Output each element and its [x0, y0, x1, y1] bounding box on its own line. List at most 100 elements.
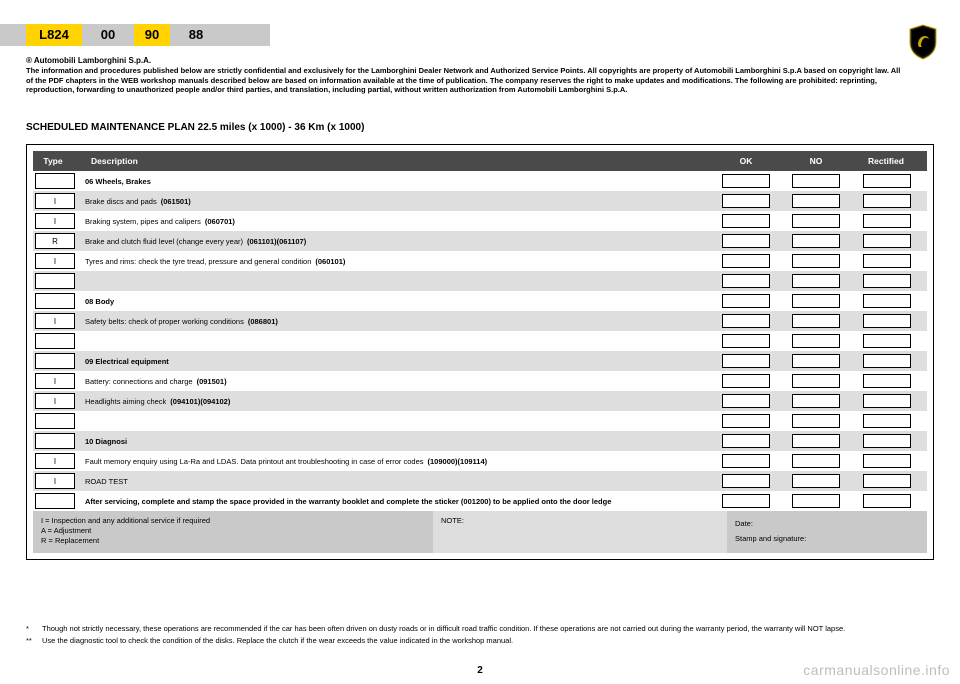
no-cell — [781, 451, 851, 471]
checkbox[interactable] — [863, 474, 911, 488]
checkbox[interactable] — [722, 174, 770, 188]
checkbox[interactable] — [792, 214, 840, 228]
checkbox[interactable] — [792, 234, 840, 248]
desc-cell — [75, 271, 711, 291]
header-rect: Rectified — [851, 156, 927, 166]
checkbox[interactable] — [792, 354, 840, 368]
checkbox[interactable] — [863, 394, 911, 408]
desc-cell — [75, 331, 711, 351]
ok-cell — [711, 291, 781, 311]
checkbox[interactable] — [863, 194, 911, 208]
lamborghini-logo-icon — [908, 24, 938, 60]
checkbox[interactable] — [792, 194, 840, 208]
rectified-cell — [851, 331, 927, 351]
table-row: IBrake discs and pads(061501) — [33, 191, 927, 211]
desc-cell: Safety belts: check of proper working co… — [75, 311, 711, 331]
table-row: IBraking system, pipes and calipers(0607… — [33, 211, 927, 231]
checkbox[interactable] — [863, 334, 911, 348]
checkbox[interactable] — [863, 414, 911, 428]
disclaimer-body: The information and procedures published… — [26, 66, 906, 95]
desc-cell: Brake discs and pads(061501) — [75, 191, 711, 211]
checkbox[interactable] — [863, 234, 911, 248]
checkbox[interactable] — [792, 314, 840, 328]
checkbox[interactable] — [722, 294, 770, 308]
type-cell — [35, 353, 75, 369]
table-body: 06 Wheels, BrakesIBrake discs and pads(0… — [33, 171, 927, 511]
date-box: Date: Stamp and signature: — [727, 511, 927, 553]
type-cell — [35, 333, 75, 349]
checkbox[interactable] — [792, 494, 840, 508]
checkbox[interactable] — [722, 314, 770, 328]
checkbox[interactable] — [792, 454, 840, 468]
checkbox[interactable] — [863, 254, 911, 268]
checkbox[interactable] — [722, 274, 770, 288]
ok-cell — [711, 311, 781, 331]
checkbox[interactable] — [722, 194, 770, 208]
no-cell — [781, 351, 851, 371]
footnotes: * Though not strictly necessary, these o… — [26, 624, 934, 648]
desc-cell: Brake and clutch fluid level (change eve… — [75, 231, 711, 251]
checkbox[interactable] — [863, 454, 911, 468]
type-cell: I — [35, 373, 75, 389]
desc-text: Safety belts: check of proper working co… — [85, 317, 244, 326]
ok-cell — [711, 471, 781, 491]
checkbox[interactable] — [722, 494, 770, 508]
checkbox[interactable] — [722, 254, 770, 268]
code-bar: L824 00 90 88 — [0, 24, 960, 46]
desc-cell: Fault memory enquiry using La-Ra and LDA… — [75, 451, 711, 471]
checkbox[interactable] — [722, 354, 770, 368]
checkbox[interactable] — [792, 414, 840, 428]
desc-code: (061101)(061107) — [247, 237, 306, 246]
checkbox[interactable] — [722, 454, 770, 468]
table-row — [33, 271, 927, 291]
checkbox[interactable] — [863, 354, 911, 368]
checkbox[interactable] — [863, 374, 911, 388]
table-row: After servicing, complete and stamp the … — [33, 491, 927, 511]
desc-cell: Battery: connections and charge(091501) — [75, 371, 711, 391]
maintenance-table: Type Description OK NO Rectified 06 Whee… — [26, 144, 934, 560]
legend-box: I = Inspection and any additional servic… — [33, 511, 433, 553]
checkbox[interactable] — [722, 234, 770, 248]
checkbox[interactable] — [863, 494, 911, 508]
note-box: NOTE: — [433, 511, 727, 553]
checkbox[interactable] — [792, 174, 840, 188]
no-cell — [781, 211, 851, 231]
legend-r: R = Replacement — [41, 536, 425, 546]
watermark: carmanualsonline.info — [803, 662, 950, 678]
type-cell: I — [35, 453, 75, 469]
checkbox[interactable] — [863, 274, 911, 288]
rectified-cell — [851, 191, 927, 211]
checkbox[interactable] — [722, 214, 770, 228]
checkbox[interactable] — [722, 394, 770, 408]
checkbox[interactable] — [722, 434, 770, 448]
no-cell — [781, 431, 851, 451]
checkbox[interactable] — [722, 414, 770, 428]
no-cell — [781, 191, 851, 211]
checkbox[interactable] — [792, 474, 840, 488]
checkbox[interactable] — [792, 254, 840, 268]
checkbox[interactable] — [792, 334, 840, 348]
desc-cell: After servicing, complete and stamp the … — [75, 491, 711, 511]
desc-text: 08 Body — [85, 297, 114, 306]
checkbox[interactable] — [863, 314, 911, 328]
ok-cell — [711, 411, 781, 431]
checkbox[interactable] — [863, 434, 911, 448]
checkbox[interactable] — [863, 294, 911, 308]
desc-code: (061501) — [161, 197, 191, 206]
desc-text: Headlights aiming check — [85, 397, 166, 406]
checkbox[interactable] — [792, 274, 840, 288]
checkbox[interactable] — [863, 174, 911, 188]
checkbox[interactable] — [722, 374, 770, 388]
desc-code: (060701) — [205, 217, 235, 226]
disclaimer-title: ® Automobili Lamborghini S.p.A. — [26, 56, 906, 66]
checkbox[interactable] — [722, 334, 770, 348]
no-cell — [781, 231, 851, 251]
checkbox[interactable] — [792, 374, 840, 388]
legend-a: A = Adjustment — [41, 526, 425, 536]
desc-cell: Tyres and rims: check the tyre tread, pr… — [75, 251, 711, 271]
checkbox[interactable] — [863, 214, 911, 228]
checkbox[interactable] — [792, 434, 840, 448]
checkbox[interactable] — [792, 294, 840, 308]
checkbox[interactable] — [792, 394, 840, 408]
checkbox[interactable] — [722, 474, 770, 488]
